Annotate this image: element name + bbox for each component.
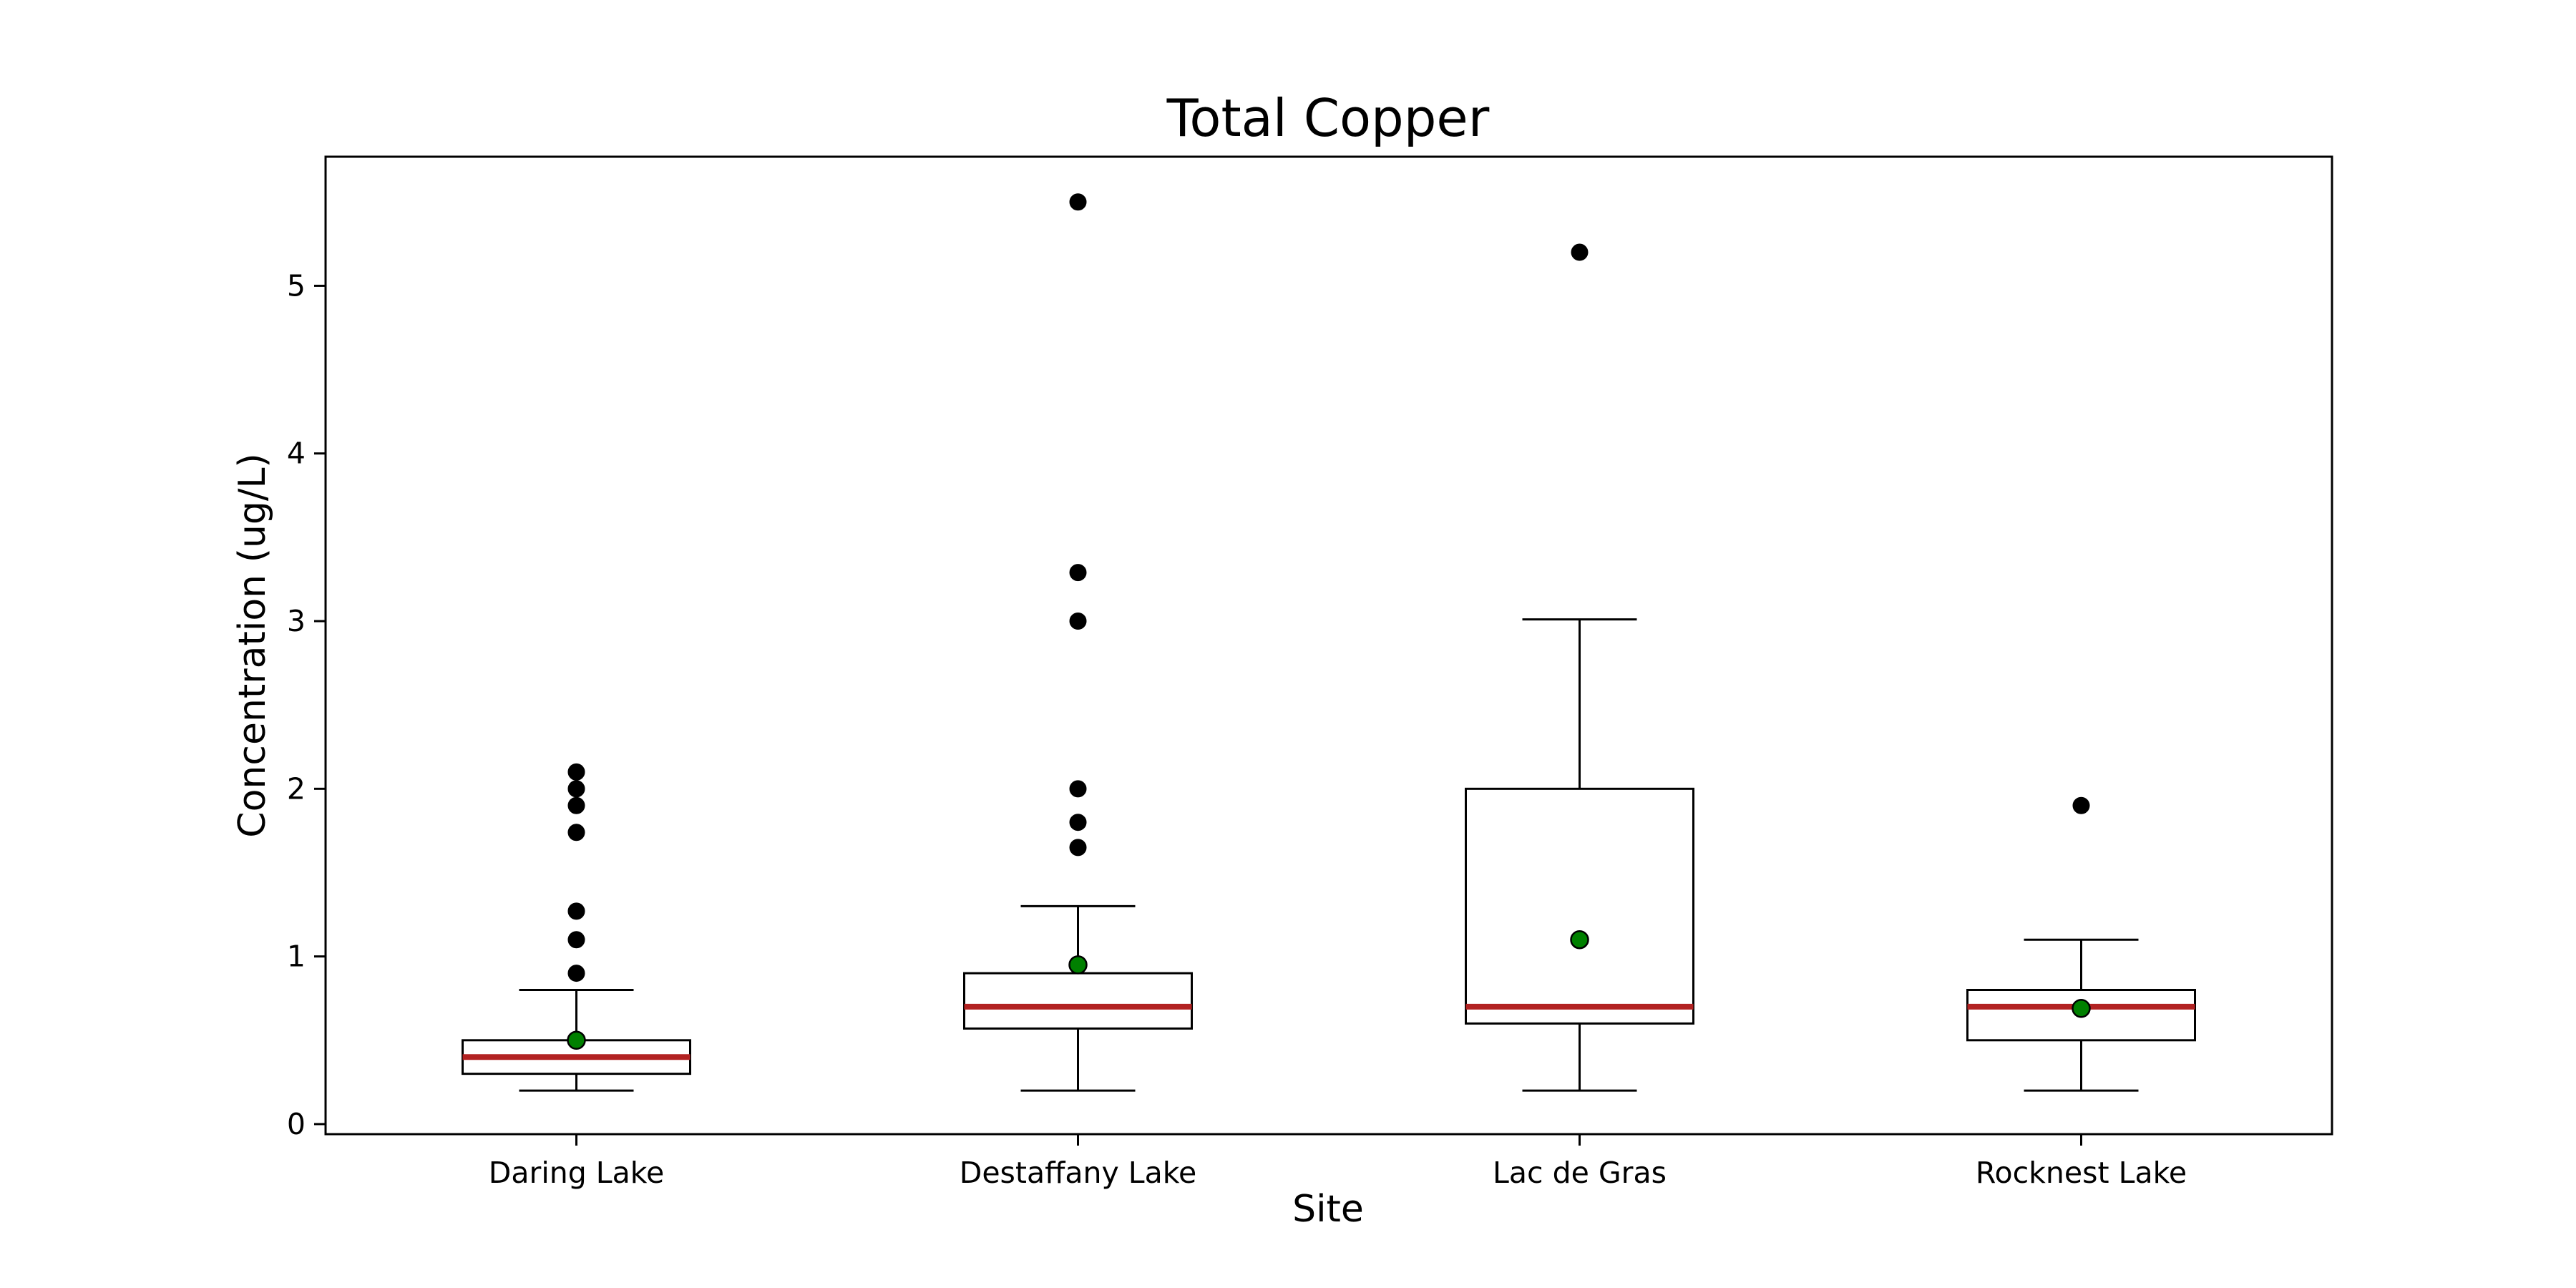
- box-group: [963, 193, 1193, 1092]
- outlier-point: [567, 824, 585, 841]
- outlier-point: [567, 965, 585, 982]
- x-axis-label: Site: [1292, 1188, 1364, 1231]
- outlier-point: [2072, 796, 2090, 814]
- outlier-point: [1069, 193, 1087, 211]
- outlier-point: [1069, 814, 1087, 831]
- outlier-point: [1069, 780, 1087, 798]
- y-tick-label: 1: [287, 940, 306, 974]
- plot-frame: [324, 155, 2333, 1136]
- outlier-point: [567, 902, 585, 920]
- x-tick-label: Rocknest Lake: [1976, 1156, 2187, 1190]
- iqr-box: [1465, 787, 1694, 1025]
- outlier-point: [1069, 564, 1087, 582]
- outlier-point: [567, 763, 585, 781]
- y-axis-label: Concentration (ug/L): [231, 453, 274, 837]
- x-tick-label: Destaffany Lake: [960, 1156, 1196, 1190]
- mean-marker: [1068, 955, 1088, 975]
- y-tick-label: 5: [287, 268, 306, 303]
- y-tick-label: 0: [287, 1107, 306, 1141]
- x-tick-label: Lac de Gras: [1493, 1156, 1667, 1190]
- y-tick-label: 3: [287, 604, 306, 638]
- outlier-point: [1571, 243, 1589, 261]
- x-axis: Daring Lake Destaffany Lake Lac de Gras Roc…: [489, 1134, 2187, 1190]
- plot-area: [462, 193, 2196, 1092]
- outlier-point: [1069, 613, 1087, 630]
- y-tick-label: 2: [287, 771, 306, 806]
- mean-marker: [567, 1030, 586, 1050]
- outlier-point: [1069, 839, 1087, 857]
- y-axis: 0 1 2 3 4 5: [287, 268, 326, 1141]
- box-group: [1465, 243, 1694, 1092]
- mean-marker: [1570, 930, 1589, 950]
- iqr-box: [1966, 988, 2196, 1042]
- mean-marker: [2072, 999, 2091, 1018]
- box-group: [1966, 796, 2196, 1092]
- y-tick-label: 4: [287, 436, 306, 471]
- box-group: [462, 763, 691, 1092]
- x-tick-label: Daring Lake: [489, 1156, 664, 1190]
- outlier-point: [567, 780, 585, 798]
- outlier-point: [567, 796, 585, 814]
- outlier-point: [567, 931, 585, 949]
- chart-title: Total Copper: [1166, 88, 1490, 148]
